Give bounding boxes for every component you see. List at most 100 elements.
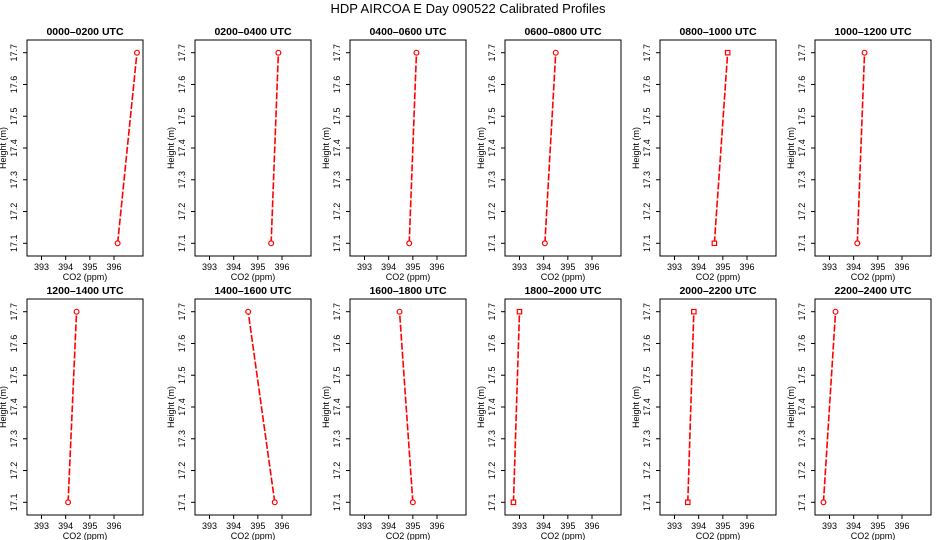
profile-panel: 1200–1400 UTC 393 394 395 396 17.1 17.2 17.3 17.… [0, 285, 144, 540]
x-tick-label: 395 [560, 521, 575, 531]
x-tick-label: 394 [691, 521, 706, 531]
x-tick-label: 394 [536, 521, 551, 531]
profile-panel: 1000–1200 UTC 393 394 395 396 17.1 17.2 17.3 17.… [786, 26, 932, 282]
y-tick-label: 17.6 [9, 76, 19, 94]
y-tick-label: 17.4 [642, 139, 652, 157]
profile-panel: 2200–2400 UTC 393 394 395 396 17.1 17.2 17.3 17.… [786, 285, 932, 540]
x-axis-label: CO2 (ppm) [386, 272, 431, 282]
x-tick-label: 393 [357, 521, 372, 531]
y-tick-label: 17.3 [797, 171, 807, 189]
y-tick-label: 17.2 [642, 203, 652, 221]
y-axis-label: Height (m) [476, 386, 486, 428]
data-point [413, 49, 420, 56]
data-point [711, 240, 718, 247]
plot-frame [349, 298, 467, 516]
y-tick-label: 17.5 [642, 366, 652, 384]
panel-title: 1200–1400 UTC [46, 285, 123, 297]
panel-title: 0800–1000 UTC [679, 26, 756, 38]
y-axis-label: Height (m) [631, 386, 641, 428]
profile-line [686, 311, 695, 503]
x-tick-label: 396 [274, 262, 289, 272]
y-tick-label: 17.3 [797, 430, 807, 448]
y-tick-label: 17.2 [642, 462, 652, 480]
y-tick-label: 17.7 [487, 44, 497, 62]
data-point [73, 308, 80, 315]
profile-line [116, 52, 138, 244]
y-tick-label: 17.2 [487, 203, 497, 221]
y-axis-label: Height (m) [0, 127, 8, 169]
y-tick-label: 17.6 [177, 335, 187, 353]
y-tick-label: 17.6 [642, 76, 652, 94]
data-point [552, 49, 559, 56]
y-tick-label: 17.6 [797, 335, 807, 353]
y-tick-label: 17.5 [332, 366, 342, 384]
y-tick-label: 17.5 [332, 107, 342, 125]
y-tick-label: 17.6 [9, 335, 19, 353]
x-axis-label: CO2 (ppm) [696, 531, 741, 540]
y-tick-label: 17.5 [9, 366, 19, 384]
data-point [516, 308, 523, 315]
y-tick-label: 17.7 [177, 303, 187, 321]
y-axis-label: Height (m) [166, 386, 176, 428]
x-tick-label: 393 [512, 262, 527, 272]
x-axis-label: CO2 (ppm) [63, 531, 108, 540]
y-axis-label: Height (m) [476, 127, 486, 169]
x-tick-label: 396 [274, 521, 289, 531]
x-tick-label: 396 [894, 262, 909, 272]
x-tick-label: 395 [715, 262, 730, 272]
y-tick-label: 17.5 [177, 107, 187, 125]
y-tick-label: 17.6 [797, 76, 807, 94]
y-tick-label: 17.2 [487, 462, 497, 480]
y-tick-label: 17.5 [177, 366, 187, 384]
y-axis-label: Height (m) [166, 127, 176, 169]
x-axis-label: CO2 (ppm) [231, 531, 276, 540]
data-point [268, 240, 275, 247]
y-tick-label: 17.4 [642, 398, 652, 416]
x-axis-label: CO2 (ppm) [231, 272, 276, 282]
y-tick-label: 17.3 [642, 171, 652, 189]
x-tick-label: 394 [536, 262, 551, 272]
x-tick-label: 395 [405, 262, 420, 272]
x-tick-label: 395 [870, 262, 885, 272]
x-tick-label: 393 [202, 521, 217, 531]
x-tick-label: 396 [739, 262, 754, 272]
y-tick-label: 17.7 [797, 303, 807, 321]
x-axis-label: CO2 (ppm) [63, 272, 108, 282]
profile-panel: 0800–1000 UTC 393 394 395 396 17.1 17.2 17.3 17.… [631, 26, 777, 282]
panel-title: 2200–2400 UTC [834, 285, 911, 297]
y-axis-label: Height (m) [0, 386, 8, 428]
y-tick-label: 17.3 [487, 430, 497, 448]
x-tick-label: 394 [691, 262, 706, 272]
panel-title: 0000–0200 UTC [46, 26, 123, 38]
plot-frame [659, 298, 777, 516]
data-point [133, 49, 140, 56]
profile-line [512, 311, 521, 503]
y-tick-label: 17.4 [797, 398, 807, 416]
y-tick-label: 17.7 [487, 303, 497, 321]
plot-frame [26, 298, 144, 516]
y-tick-label: 17.6 [487, 76, 497, 94]
panel-grid: 0000–0200 UTC 393 394 395 396 17.1 17.2 17.3 17.… [0, 26, 932, 540]
x-tick-label: 396 [106, 521, 121, 531]
y-tick-label: 17.3 [332, 430, 342, 448]
y-tick-label: 17.7 [332, 303, 342, 321]
y-tick-label: 17.4 [797, 139, 807, 157]
profile-line [270, 52, 280, 244]
y-tick-label: 17.1 [642, 235, 652, 253]
y-tick-label: 17.5 [9, 107, 19, 125]
y-tick-label: 17.4 [487, 139, 497, 157]
x-tick-label: 396 [584, 262, 599, 272]
panel-title: 1400–1600 UTC [214, 285, 291, 297]
y-tick-label: 17.3 [332, 171, 342, 189]
data-point [541, 240, 548, 247]
y-tick-label: 17.2 [177, 203, 187, 221]
y-tick-label: 17.1 [177, 235, 187, 253]
data-point [271, 499, 278, 506]
data-point [510, 499, 517, 506]
profile-panel: 2000–2200 UTC 393 394 395 396 17.1 17.2 17.3 17.… [631, 285, 777, 540]
y-axis-label: Height (m) [321, 127, 331, 169]
y-tick-label: 17.7 [177, 44, 187, 62]
panel-title: 1800–2000 UTC [524, 285, 601, 297]
data-point [724, 49, 731, 56]
